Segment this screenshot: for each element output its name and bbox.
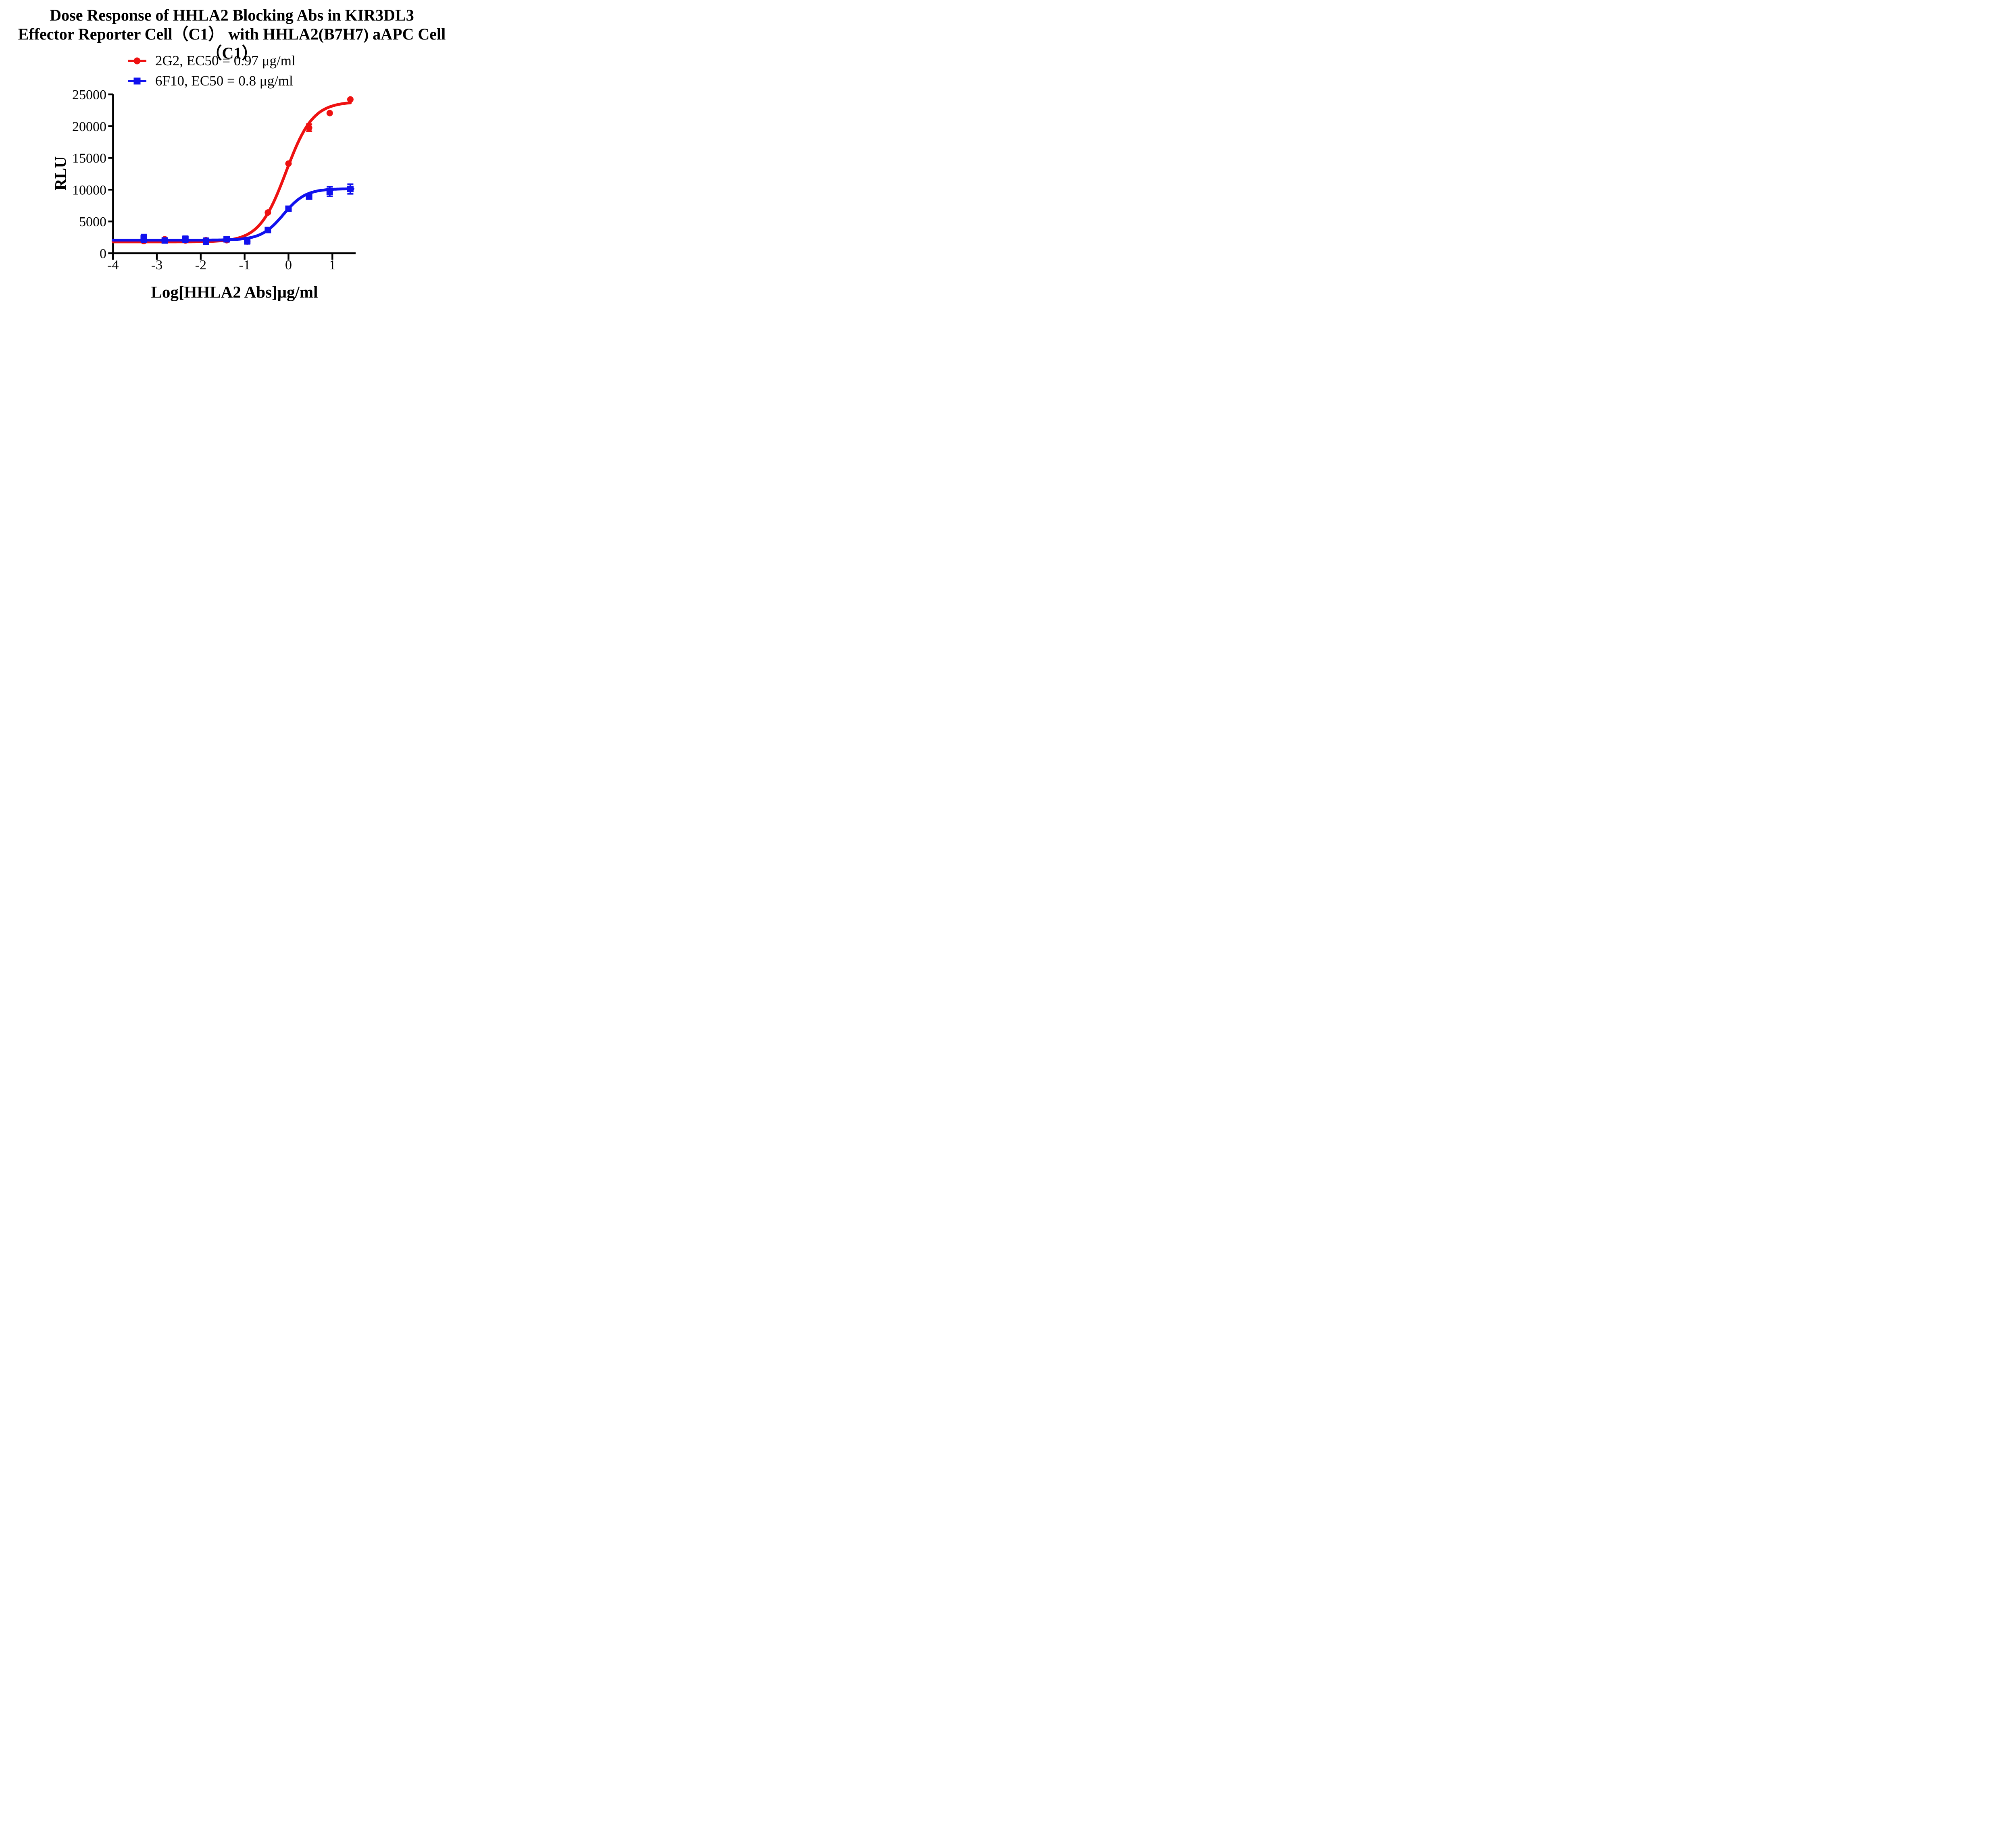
fit-curve-2G2 [111, 101, 352, 244]
x-tick-label: -1 [239, 258, 250, 273]
legend-label: 2G2, EC50 = 0.97 μg/ml [155, 53, 296, 69]
data-point-2G2 [285, 160, 292, 167]
x-tick-label: -4 [107, 258, 119, 273]
legend-item-2G2: 2G2, EC50 = 0.97 μg/ml [128, 51, 296, 71]
x-tick-label: 1 [329, 258, 336, 273]
data-point-6F10 [161, 237, 168, 244]
y-tick-label: 10000 [72, 183, 106, 198]
data-point-6F10 [347, 185, 354, 192]
data-point-6F10 [264, 227, 271, 233]
y-tick-label: 20000 [72, 119, 106, 134]
chart-title-line2: Effector Reporter Cell（C1） with HHLA2(B7… [18, 25, 446, 62]
fit-curve-6F10 [111, 187, 354, 242]
legend-marker-shape [133, 77, 141, 85]
data-point-2G2 [306, 124, 312, 131]
y-tick-label: 25000 [72, 87, 106, 102]
data-point-6F10 [306, 193, 312, 200]
data-point-6F10 [244, 237, 251, 244]
legend-marker-shape [133, 57, 141, 65]
x-tick-label: -2 [195, 258, 206, 273]
y-tick-label: 15000 [72, 151, 106, 166]
y-tick-label: 5000 [79, 214, 106, 229]
x-axis-title: Log[HHLA2 Abs]μg/ml [151, 283, 318, 301]
dose-response-chart: 0 5000 10000 15000 20000 25000 -4 -3 -2 -1 0 1 [72, 87, 356, 273]
legend-square-marker-icon [128, 77, 146, 85]
dose-response-figure: Dose Response of HHLA2 Blocking Abs in K… [0, 0, 464, 308]
chart-title: Dose Response of HHLA2 Blocking Abs in K… [0, 6, 464, 62]
data-point-6F10 [182, 236, 189, 243]
data-point-6F10 [202, 238, 209, 245]
data-point-6F10 [223, 236, 230, 243]
data-point-2G2 [347, 96, 354, 103]
x-tick-label: 0 [285, 258, 292, 273]
x-tick-label: -3 [151, 258, 162, 273]
data-point-6F10 [140, 235, 147, 242]
data-point-2G2 [326, 110, 333, 117]
data-point-6F10 [326, 188, 333, 195]
data-point-6F10 [285, 205, 292, 212]
data-point-2G2 [264, 209, 271, 216]
legend-circle-marker-icon [128, 57, 146, 65]
chart-title-line1: Dose Response of HHLA2 Blocking Abs in K… [50, 6, 414, 24]
y-axis-title: RLU [51, 156, 70, 191]
legend-label: 6F10, EC50 = 0.8 μg/ml [155, 73, 293, 89]
legend-item-6F10: 6F10, EC50 = 0.8 μg/ml [128, 71, 296, 91]
legend: 2G2, EC50 = 0.97 μg/ml 6F10, EC50 = 0.8 μ… [128, 51, 296, 91]
y-tick-label: 0 [100, 246, 106, 261]
